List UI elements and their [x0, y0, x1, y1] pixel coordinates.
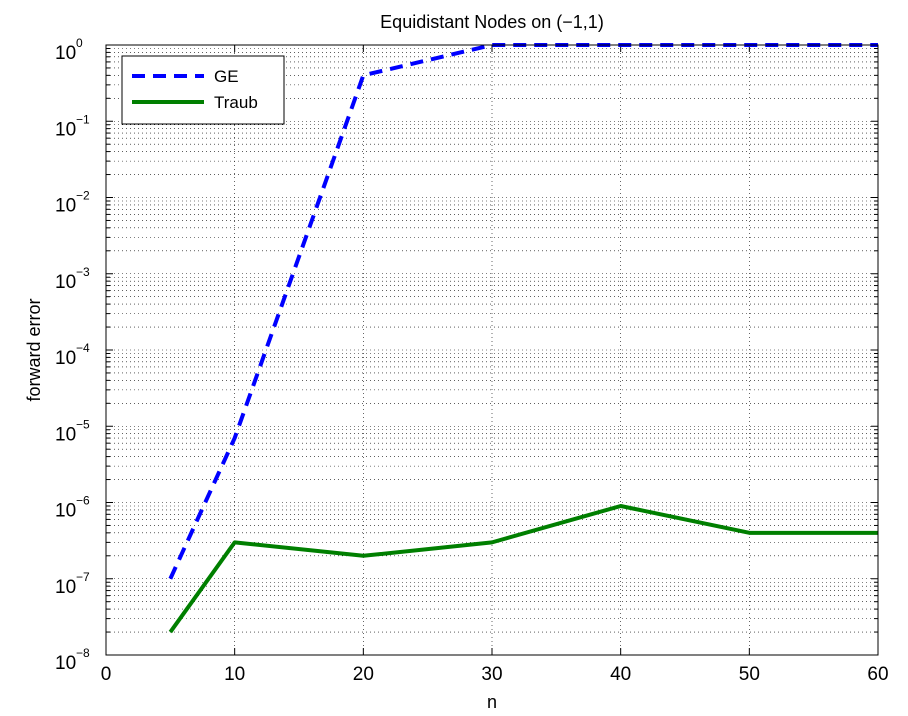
y-tick-label: 10 −5 [55, 417, 90, 445]
y-tick-base: 10 [55, 577, 76, 598]
y-tick-label: 10 −3 [55, 265, 90, 293]
y-tick-label: 10 −2 [55, 189, 90, 217]
plot-frame [105, 44, 879, 656]
x-tick-label: 20 [353, 664, 374, 685]
x-tick-label: 0 [101, 664, 112, 685]
x-tick-label: 60 [867, 664, 888, 685]
y-tick-exponent: −2 [76, 189, 90, 203]
y-tick-label: 10 −4 [55, 341, 90, 369]
legend: GE Traub [121, 55, 285, 125]
x-tick-label: 10 [224, 664, 245, 685]
legend-box [121, 55, 285, 125]
legend-entry-ge: GE [214, 67, 239, 86]
chart-title: Equidistant Nodes on (−1,1) [380, 12, 604, 32]
y-tick-exponent: −7 [76, 570, 90, 584]
y-tick-exponent: −6 [76, 494, 90, 508]
y-tick-label: 10 0 [55, 36, 83, 64]
y-tick-base: 10 [55, 119, 76, 140]
y-tick-base: 10 [55, 43, 76, 64]
y-tick-base: 10 [55, 348, 76, 369]
y-tick-label: 10 −7 [55, 570, 90, 598]
y-tick-exponent: −1 [76, 112, 90, 126]
legend-entry-traub: Traub [214, 93, 258, 112]
x-tick-labels: 0 10 20 30 40 50 60 [101, 664, 889, 685]
y-tick-base: 10 [55, 196, 76, 217]
x-tick-label: 40 [610, 664, 631, 685]
y-tick-exponent: 0 [76, 36, 83, 50]
y-tick-base: 10 [55, 272, 76, 293]
y-tick-label: 10 −6 [55, 494, 90, 522]
y-tick-label: 10 −1 [55, 112, 90, 140]
y-tick-exponent: −5 [76, 417, 90, 431]
y-tick-base: 10 [55, 424, 76, 445]
y-tick-base: 10 [55, 501, 76, 522]
axis-ticks [105, 44, 879, 656]
x-tick-label: 30 [481, 664, 502, 685]
y-tick-exponent: −4 [76, 341, 90, 355]
x-tick-label: 50 [739, 664, 760, 685]
y-tick-label: 10 −8 [55, 646, 90, 674]
y-axis-label: forward error [24, 298, 44, 401]
x-axis-label: n [487, 692, 497, 712]
y-tick-exponent: −3 [76, 265, 90, 279]
y-tick-base: 10 [55, 653, 76, 674]
y-tick-exponent: −8 [76, 646, 90, 660]
